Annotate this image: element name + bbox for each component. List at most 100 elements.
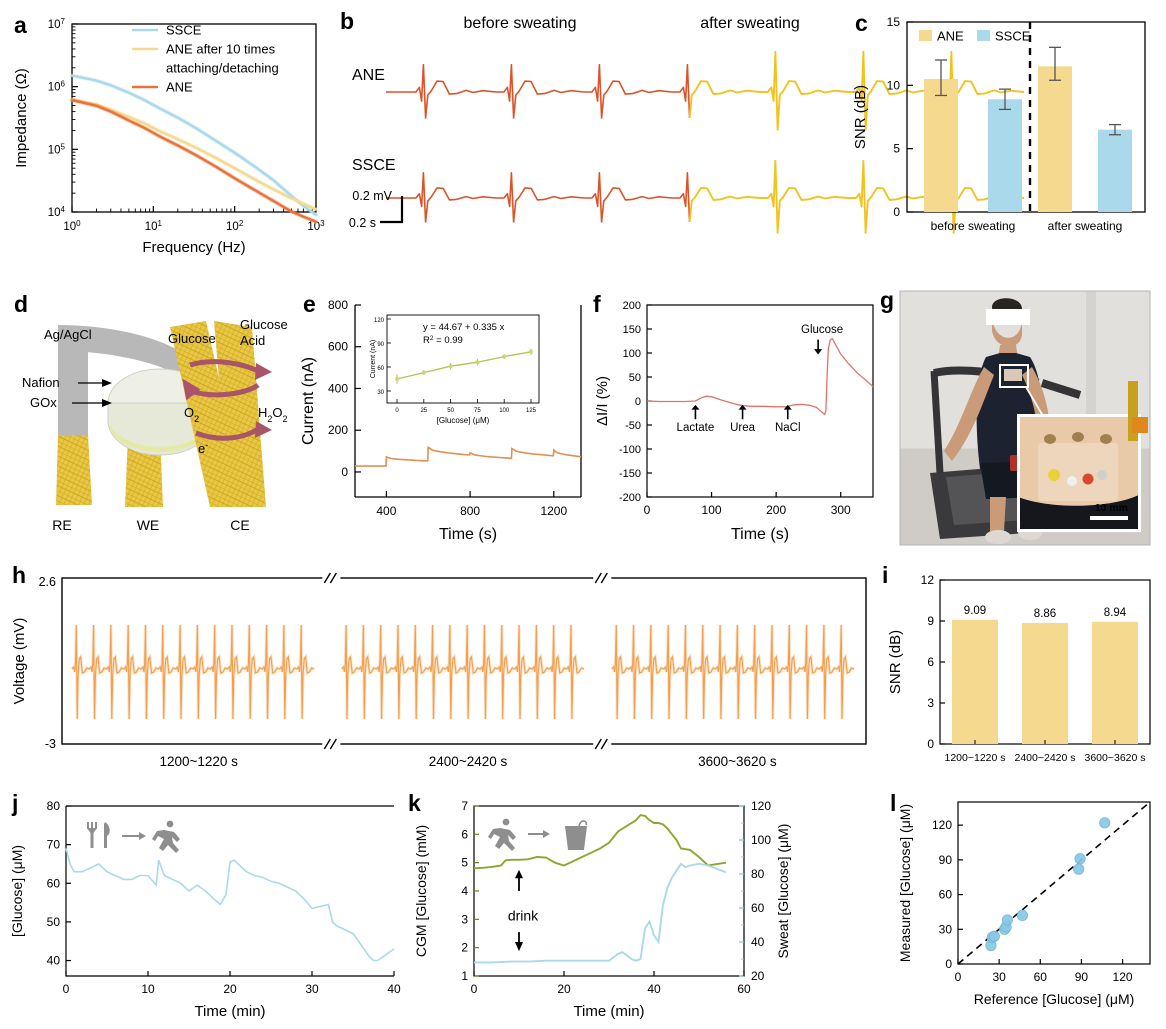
svg-text:Frequency (Hz): Frequency (Hz) bbox=[142, 239, 245, 256]
svg-text:8.94: 8.94 bbox=[1104, 607, 1127, 619]
svg-text:90: 90 bbox=[377, 342, 384, 348]
svg-text:12: 12 bbox=[921, 573, 935, 587]
svg-text:10: 10 bbox=[887, 78, 901, 92]
panel-f-label: f bbox=[593, 291, 601, 317]
panel-k-label: k bbox=[408, 790, 421, 816]
svg-text:y = 44.67 + 0.335 x: y = 44.67 + 0.335 x bbox=[423, 322, 505, 333]
svg-text:20: 20 bbox=[557, 982, 571, 996]
svg-text:e-: e- bbox=[198, 440, 208, 456]
svg-text:ANE after 10 times: ANE after 10 times bbox=[166, 42, 276, 57]
svg-text:120: 120 bbox=[374, 318, 385, 324]
panel-d-label: d bbox=[14, 291, 29, 317]
svg-text:40: 40 bbox=[387, 982, 401, 996]
svg-text:GOx: GOx bbox=[30, 395, 57, 410]
svg-text:30: 30 bbox=[939, 922, 953, 936]
svg-text:50: 50 bbox=[47, 915, 61, 929]
svg-text:drink: drink bbox=[508, 908, 539, 924]
svg-text:[Glucose] (μM): [Glucose] (μM) bbox=[9, 845, 25, 937]
svg-text:0: 0 bbox=[63, 982, 70, 996]
svg-text:-150: -150 bbox=[619, 468, 641, 480]
svg-text:0.2 mV: 0.2 mV bbox=[352, 189, 392, 203]
svg-text:Voltage (mV): Voltage (mV) bbox=[11, 618, 28, 705]
panel-g-label: g bbox=[880, 287, 895, 313]
svg-text:6: 6 bbox=[927, 655, 934, 669]
svg-text:SNR (dB): SNR (dB) bbox=[852, 85, 869, 149]
svg-text:SSCE: SSCE bbox=[352, 157, 396, 174]
svg-text:5: 5 bbox=[893, 142, 900, 156]
svg-text:105: 105 bbox=[48, 142, 66, 157]
svg-text:0: 0 bbox=[644, 503, 651, 517]
svg-text:WE: WE bbox=[137, 517, 160, 533]
svg-text:0: 0 bbox=[395, 408, 399, 414]
svg-text:300: 300 bbox=[831, 503, 851, 517]
svg-text:125: 125 bbox=[526, 408, 537, 414]
svg-text:Ag/AgCl: Ag/AgCl bbox=[44, 327, 92, 342]
svg-text:25: 25 bbox=[420, 408, 427, 414]
svg-text:Time (min): Time (min) bbox=[573, 1003, 644, 1020]
panel-c-label: c bbox=[855, 10, 868, 36]
svg-text:before sweating: before sweating bbox=[464, 15, 577, 32]
svg-text:H2O2: H2O2 bbox=[258, 405, 288, 424]
svg-text:50: 50 bbox=[447, 408, 454, 414]
svg-text:101: 101 bbox=[145, 219, 163, 234]
panel-g: g 10 mm bbox=[878, 285, 1166, 555]
panel-b: b before sweating after sweating ANE SSCE 0.… bbox=[330, 0, 1025, 265]
svg-text:Acid: Acid bbox=[240, 333, 265, 348]
svg-text:800: 800 bbox=[328, 298, 348, 312]
svg-text:Time (min): Time (min) bbox=[194, 1003, 265, 1020]
svg-text:60: 60 bbox=[1034, 970, 1048, 984]
svg-text:80: 80 bbox=[47, 799, 61, 813]
svg-text:200: 200 bbox=[328, 423, 348, 437]
svg-text:4: 4 bbox=[461, 884, 468, 898]
panel-a: a 104 105 106 107 100 101 102 103 Frequency (Hz)… bbox=[0, 0, 330, 265]
panel-b-traces: before sweating after sweating ANE SSCE 0.2 … bbox=[349, 15, 1025, 234]
panel-k: k 1 2 3 4 5 6 7 20 40 60 80 100 120 0 20 40 60 Time (min)… bbox=[400, 786, 888, 1029]
svg-text:20: 20 bbox=[751, 969, 765, 983]
svg-text:40: 40 bbox=[751, 935, 765, 949]
svg-text:50: 50 bbox=[629, 372, 641, 384]
svg-text:Nafion: Nafion bbox=[22, 375, 60, 390]
svg-text:100: 100 bbox=[702, 503, 722, 517]
svg-text:ANE: ANE bbox=[937, 29, 964, 44]
svg-text:Sweat [Glucose] (μM): Sweat [Glucose] (μM) bbox=[775, 824, 791, 959]
svg-text:102: 102 bbox=[226, 219, 244, 234]
svg-text:106: 106 bbox=[48, 79, 66, 94]
svg-text:60: 60 bbox=[737, 982, 751, 996]
svg-text:before sweating: before sweating bbox=[931, 219, 1016, 233]
svg-text:150: 150 bbox=[623, 324, 641, 336]
svg-text:-3: -3 bbox=[45, 737, 56, 751]
svg-text:[Glucose] (μM): [Glucose] (μM) bbox=[437, 416, 490, 425]
svg-text:40: 40 bbox=[47, 954, 61, 968]
svg-text:5: 5 bbox=[461, 856, 468, 870]
svg-text:80: 80 bbox=[751, 867, 765, 881]
svg-text:ΔI/I (%): ΔI/I (%) bbox=[594, 376, 611, 426]
svg-text:0: 0 bbox=[341, 465, 348, 479]
svg-text:CGM [Glucose] (mM): CGM [Glucose] (mM) bbox=[413, 825, 429, 957]
svg-text:800: 800 bbox=[460, 504, 480, 518]
svg-text:SSCE: SSCE bbox=[995, 29, 1031, 44]
svg-text:1200~1220 s: 1200~1220 s bbox=[159, 754, 238, 769]
panel-k-chart: 1 2 3 4 5 6 7 20 40 60 80 100 120 0 20 40 60 Time (min) CG… bbox=[413, 799, 791, 1020]
svg-text:Measured [Glucose] (μM): Measured [Glucose] (μM) bbox=[897, 804, 913, 962]
svg-text:RE: RE bbox=[52, 517, 71, 533]
svg-text:100: 100 bbox=[751, 833, 771, 847]
panel-h-chart: 2.6 -3 Voltage (mV) 1200~1220 s 2400~2420 s 3… bbox=[11, 572, 867, 769]
svg-text:0.2 s: 0.2 s bbox=[349, 216, 376, 230]
panel-d: d Ag/AgCl Nafion GOx Glucose Glucose Acid O2 H2… bbox=[0, 285, 300, 555]
svg-text:0: 0 bbox=[471, 982, 478, 996]
svg-text:90: 90 bbox=[939, 853, 953, 867]
svg-text:R2 = 0.99: R2 = 0.99 bbox=[423, 335, 463, 347]
svg-text:Glucose: Glucose bbox=[801, 324, 843, 336]
svg-text:100: 100 bbox=[623, 348, 641, 360]
svg-text:1200: 1200 bbox=[540, 504, 567, 518]
panel-h-label: h bbox=[12, 562, 27, 588]
panel-i-label: i bbox=[882, 562, 889, 588]
svg-text:3600~3620 s: 3600~3620 s bbox=[698, 754, 777, 769]
svg-text:0: 0 bbox=[955, 970, 962, 984]
svg-text:-50: -50 bbox=[625, 420, 641, 432]
panel-e-label: e bbox=[303, 291, 316, 317]
panel-g-photo: 10 mm bbox=[899, 290, 1151, 546]
svg-text:Glucose: Glucose bbox=[240, 317, 288, 332]
